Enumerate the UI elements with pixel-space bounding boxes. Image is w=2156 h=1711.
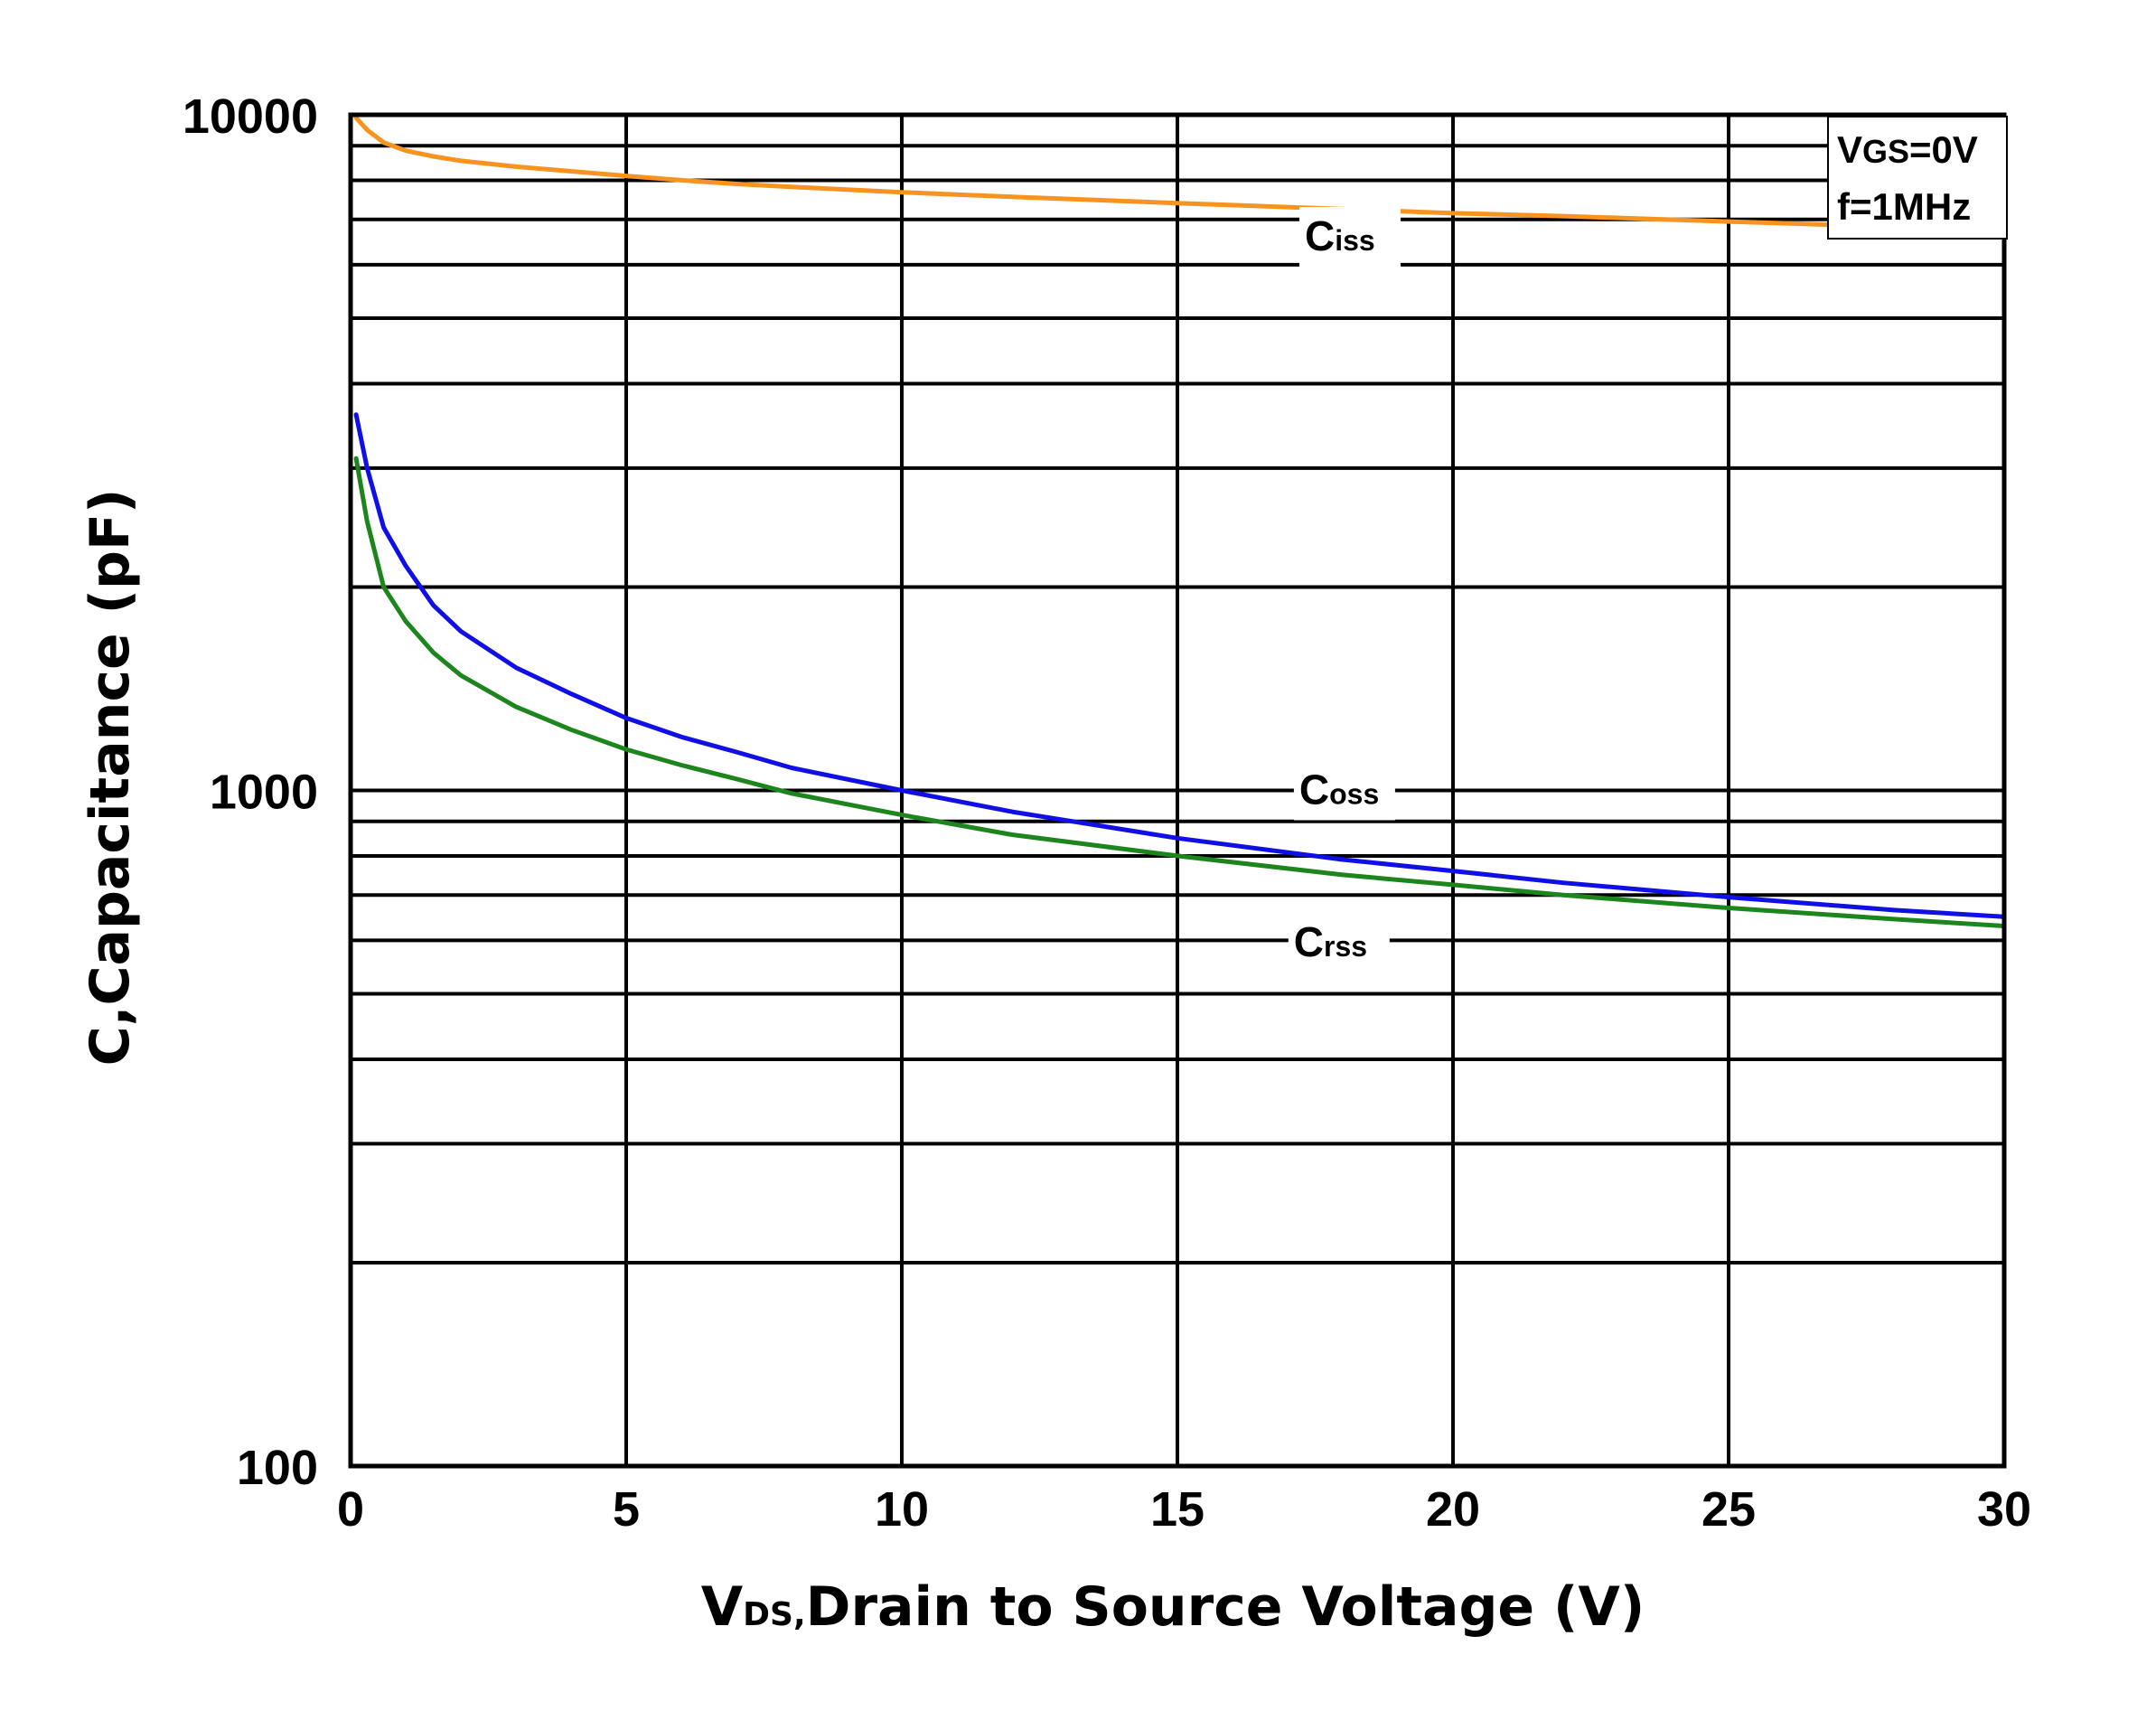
x-tick-labels: 0 5 10 15 20 25 30 (337, 1482, 2031, 1537)
y-axis-label: C,Capacitance (pF) (79, 489, 142, 1067)
series-label-rss: Crss (1294, 918, 1367, 965)
y-tick-labels: 100 1000 10000 (183, 89, 318, 1495)
series-label-oss: Coss (1299, 766, 1379, 813)
conditions-box: VGS=0V f=1MHz (1827, 116, 2008, 240)
series-line-oss (353, 412, 2007, 919)
conditions-box-frame (1827, 116, 2008, 240)
y-tick-label: 100 (237, 1441, 318, 1495)
series-labels: Ciss Coss Crss (1288, 206, 1401, 973)
x-tick-label: 10 (875, 1482, 929, 1537)
series-group (353, 115, 2007, 928)
x-tick-label: 5 (613, 1482, 640, 1537)
series-label-iss: Ciss (1305, 212, 1375, 259)
x-tick-label: 20 (1426, 1482, 1480, 1537)
series-line-iss (353, 115, 1842, 228)
series-label-background (1288, 913, 1390, 973)
series-label-background (1293, 760, 1395, 821)
x-tick-label: 25 (1701, 1482, 1756, 1537)
series-line-rss (353, 456, 2007, 928)
y-tick-label: 10000 (183, 89, 318, 144)
condition-vgs: VGS=0V (1837, 128, 1978, 171)
series-label-background (1299, 206, 1401, 267)
y-tick-label: 1000 (210, 766, 318, 820)
x-tick-label: 0 (337, 1482, 364, 1537)
x-tick-label: 15 (1150, 1482, 1205, 1537)
x-axis-label: VDS,Drain to Source Voltage (V) (701, 1575, 1645, 1639)
condition-frequency: f=1MHz (1837, 185, 1971, 228)
grid (349, 113, 2006, 1468)
plot-frame (348, 112, 2007, 1469)
x-tick-label: 30 (1977, 1482, 2031, 1537)
